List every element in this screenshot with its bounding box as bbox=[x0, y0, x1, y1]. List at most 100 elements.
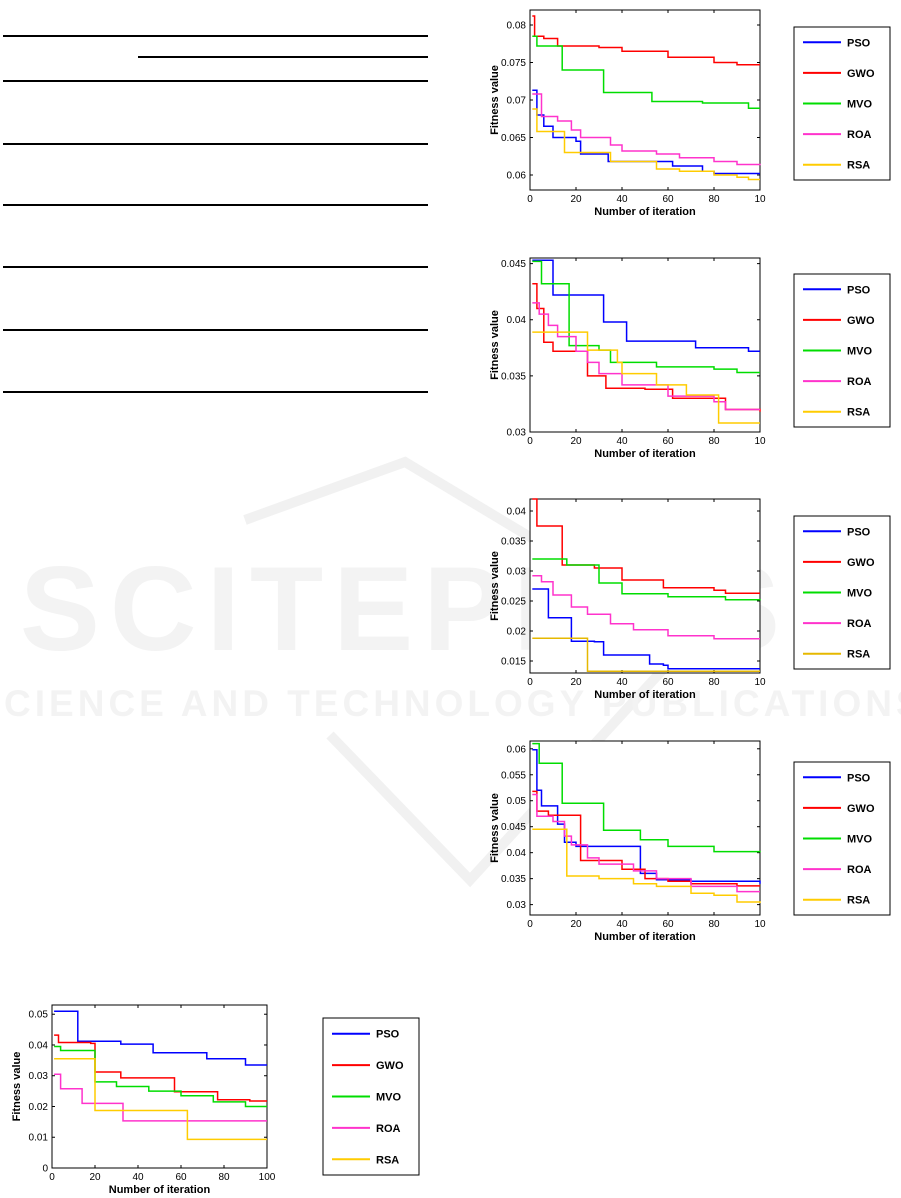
x-tick-label: 0 bbox=[527, 677, 533, 688]
table-row-rule bbox=[3, 80, 428, 82]
series-line-rsa bbox=[532, 828, 761, 904]
series-line-rsa bbox=[532, 108, 760, 181]
fitness-convergence-chart-3: 0 20 40 60 80 10 0.015 0.02 0.025 0.03 0.035 0.04 Nu… bbox=[474, 494, 894, 714]
y-tick-label: 0.02 bbox=[507, 627, 527, 638]
chart-svg: 0 20 40 60 80 10 0.03 0.035 0.04 0.045 0.05 0.055 0.… bbox=[489, 740, 891, 943]
x-tick-label: 80 bbox=[708, 677, 720, 688]
y-tick-label: 0.04 bbox=[507, 848, 527, 859]
x-axis-label: Number of iteration bbox=[594, 931, 696, 943]
y-tick-label: 0.045 bbox=[501, 822, 526, 833]
legend-label-gwo: GWO bbox=[847, 557, 875, 569]
series-line-gwo bbox=[532, 283, 761, 412]
x-tick-label: 60 bbox=[662, 919, 674, 930]
x-tick-label: 80 bbox=[708, 436, 720, 447]
x-tick-label: 80 bbox=[708, 194, 720, 205]
y-tick-label: 0.01 bbox=[29, 1133, 49, 1144]
x-tick-label: 40 bbox=[616, 436, 628, 447]
legend-label-mvo: MVO bbox=[847, 99, 873, 111]
y-tick-label: 0.035 bbox=[501, 874, 526, 885]
series-line-mvo bbox=[54, 1045, 267, 1108]
table-row-rule bbox=[3, 266, 428, 268]
y-tick-label: 0.04 bbox=[29, 1040, 49, 1051]
y-tick-label: 0.045 bbox=[501, 259, 526, 270]
series-line-roa bbox=[532, 93, 761, 166]
y-axis-label: Fitness value bbox=[489, 310, 501, 380]
y-tick-label: 0.03 bbox=[507, 428, 527, 439]
legend-label-rsa: RSA bbox=[847, 160, 870, 172]
x-tick-label: 60 bbox=[662, 677, 674, 688]
table-top-rule bbox=[3, 35, 428, 37]
y-tick-label: 0.025 bbox=[501, 597, 526, 608]
x-axis-label: Number of iteration bbox=[594, 689, 696, 701]
legend-label-gwo: GWO bbox=[847, 803, 875, 815]
fitness-convergence-chart-2: 0 20 40 60 80 10 0.03 0.035 0.04 0.045 Number of i… bbox=[474, 248, 894, 473]
chart-svg: 0 20 40 60 80 10 0.06 0.065 0.07 0.075 0.08 Number … bbox=[489, 9, 891, 218]
x-tick-label: 10 bbox=[754, 677, 766, 688]
x-tick-label: 80 bbox=[218, 1172, 230, 1183]
series-line-rsa bbox=[532, 637, 760, 672]
fitness-convergence-chart-1: 0 20 40 60 80 10 0.06 0.065 0.07 0.075 0.08 Number … bbox=[474, 5, 894, 230]
legend-label-pso: PSO bbox=[847, 37, 871, 49]
plot-area bbox=[51, 1004, 268, 1169]
x-tick-label: 0 bbox=[527, 436, 533, 447]
legend-label-roa: ROA bbox=[847, 376, 872, 388]
chart-svg: 0 20 40 60 80 10 0.015 0.02 0.025 0.03 0.035 0.04 Nu… bbox=[489, 498, 891, 701]
x-tick-label: 20 bbox=[570, 677, 582, 688]
plot-area bbox=[529, 257, 761, 433]
series-line-gwo bbox=[54, 1034, 267, 1102]
x-tick-label: 40 bbox=[132, 1172, 144, 1183]
y-tick-label: 0.075 bbox=[501, 58, 526, 69]
series-line-roa bbox=[532, 302, 760, 411]
x-tick-label: 20 bbox=[89, 1172, 101, 1183]
legend-label-pso: PSO bbox=[847, 526, 871, 538]
series-line-roa bbox=[532, 793, 760, 893]
plot-area bbox=[529, 9, 761, 191]
x-tick-label: 80 bbox=[708, 919, 720, 930]
x-axis-label: Number of iteration bbox=[109, 1184, 211, 1196]
legend-label-pso: PSO bbox=[376, 1029, 400, 1041]
x-tick-label: 60 bbox=[175, 1172, 187, 1183]
y-axis-label: Fitness value bbox=[489, 65, 501, 135]
y-axis-label: Fitness value bbox=[11, 1052, 23, 1122]
series-line-mvo bbox=[532, 558, 761, 601]
legend-label-roa: ROA bbox=[847, 618, 872, 630]
table-row-rule bbox=[3, 204, 428, 206]
series-line-roa bbox=[54, 1073, 267, 1122]
y-tick-label: 0.04 bbox=[507, 315, 527, 326]
y-tick-label: 0.03 bbox=[507, 900, 527, 911]
table-row-rule bbox=[3, 143, 428, 145]
legend-label-mvo: MVO bbox=[847, 346, 873, 358]
y-tick-label: 0.04 bbox=[507, 507, 527, 518]
series-line-pso bbox=[532, 588, 760, 670]
y-tick-label: 0.015 bbox=[501, 657, 526, 668]
legend-label-rsa: RSA bbox=[847, 895, 870, 907]
x-tick-label: 0 bbox=[527, 919, 533, 930]
x-tick-label: 20 bbox=[570, 194, 582, 205]
series-line-gwo bbox=[532, 15, 760, 66]
series-line-mvo bbox=[532, 742, 761, 853]
legend-label-gwo: GWO bbox=[847, 68, 875, 80]
y-tick-label: 0.055 bbox=[501, 770, 526, 781]
table-bottom-rule bbox=[3, 391, 428, 393]
series-line-mvo bbox=[532, 260, 760, 374]
legend-label-roa: ROA bbox=[847, 864, 872, 876]
series-line-gwo bbox=[532, 498, 760, 594]
legend-label-roa: ROA bbox=[847, 129, 872, 141]
x-tick-label: 10 bbox=[754, 919, 766, 930]
series-line-rsa bbox=[532, 331, 760, 424]
plot-area bbox=[529, 498, 761, 674]
x-tick-label: 0 bbox=[49, 1172, 55, 1183]
table-header-subrule bbox=[138, 56, 428, 58]
y-tick-label: 0.05 bbox=[507, 796, 527, 807]
y-tick-label: 0.06 bbox=[507, 744, 527, 755]
legend-label-gwo: GWO bbox=[376, 1060, 404, 1072]
y-tick-label: 0.06 bbox=[507, 171, 527, 182]
legend-label-mvo: MVO bbox=[847, 588, 873, 600]
x-tick-label: 40 bbox=[616, 194, 628, 205]
y-tick-label: 0.05 bbox=[29, 1010, 49, 1021]
series-line-pso bbox=[54, 1010, 267, 1066]
x-axis-label: Number of iteration bbox=[594, 448, 696, 460]
y-tick-label: 0.035 bbox=[501, 371, 526, 382]
legend-label-pso: PSO bbox=[847, 284, 871, 296]
x-tick-label: 0 bbox=[527, 194, 533, 205]
